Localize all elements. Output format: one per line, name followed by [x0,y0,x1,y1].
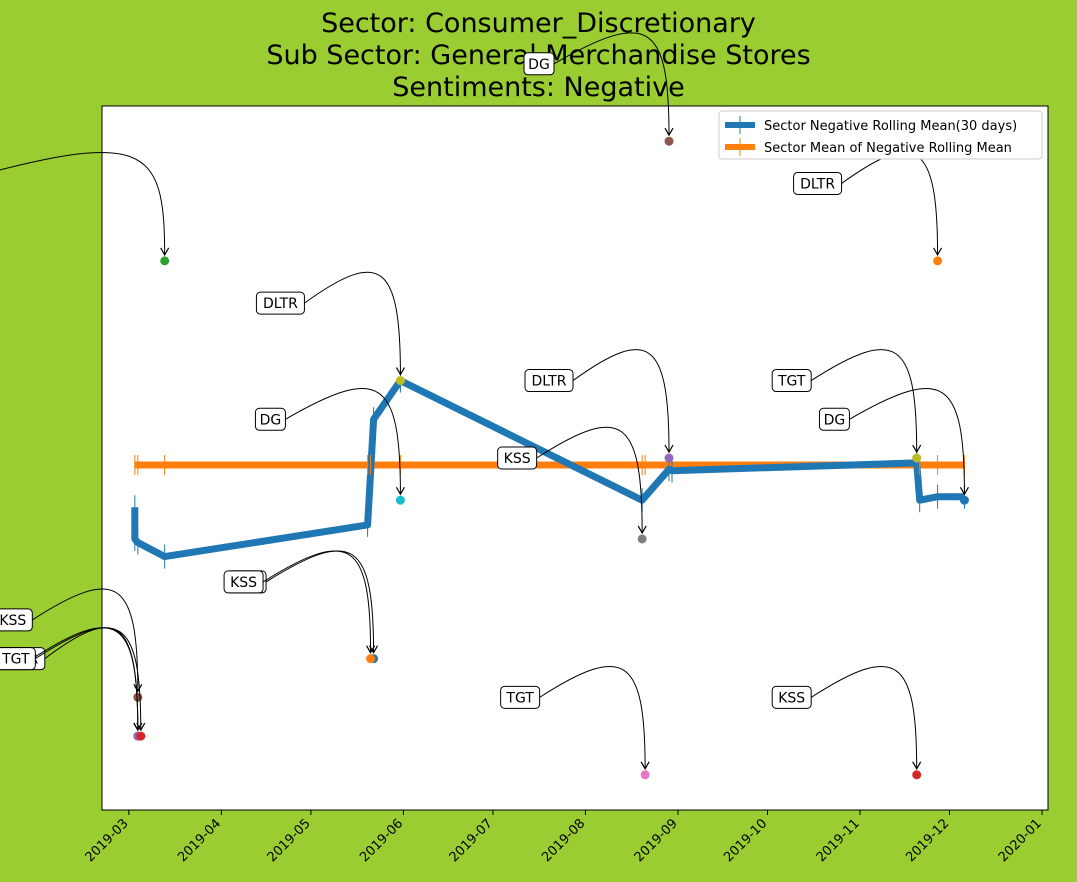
annotation-box-10 [223,570,264,594]
annotation-arrow-13 [32,588,143,693]
annotation-label-8: KSS [504,451,531,467]
annotation-arrow-8 [536,426,647,535]
annotation-label-4: DLTR [532,374,567,390]
x-tick-label-7: 2019-10 [721,816,770,865]
annotation-point-7 [959,495,969,505]
annotation-arrow-10 [262,550,376,654]
annotation-label-6: DG [260,412,282,428]
annotation-point-3 [395,376,405,386]
x-tick-label-1: 2019-04 [175,816,224,865]
annotation-point-16 [136,731,146,741]
annotation-arrow-6 [285,388,405,496]
annotation-point-8 [637,534,647,544]
annotation-point-13 [133,692,143,702]
annotation-point-1 [664,136,674,146]
annotation-arrow-9 [265,550,379,654]
annotation-label-1: DG [528,57,550,73]
legend-label-0: Sector Negative Rolling Mean(30 days) [764,119,1017,134]
annotation-point-2 [933,256,943,266]
annotation-arrow-15 [32,627,143,732]
annotation-point-5 [912,453,922,463]
annotation-box-12 [771,685,812,709]
annotation-box-13 [0,608,33,632]
annotation-box-16 [0,647,36,671]
chart-title-line-1: Sector: Consumer_Discretionary [321,8,756,39]
annotation-arrow-0 [0,151,170,257]
annotation-point-12 [912,770,922,780]
x-tick-label-8: 2019-11 [814,816,863,865]
x-tick-label-3: 2019-06 [357,816,406,865]
x-tick-label-5: 2019-08 [539,816,588,865]
annotation-label-7: DG [824,412,846,428]
annotation-label-16: TGT [1,652,30,668]
annotation-box-6 [254,407,286,431]
annotation-label-2: DLTR [800,176,835,192]
legend-label-1: Sector Mean of Negative Rolling Mean [764,141,1012,156]
annotation-label-5: TGT [777,374,806,390]
legend-frame [718,110,1043,160]
annotation-box-7 [818,407,850,431]
annotation-box-3 [255,291,305,315]
chart-title-line-3: Sentiments: Negative [392,72,685,103]
plot-area [101,105,1049,811]
x-tick-label-2: 2019-05 [265,816,314,865]
x-tick-label-9: 2019-12 [903,816,952,865]
annotation-box-4 [524,369,574,393]
x-tick-label-4: 2019-07 [447,816,496,865]
x-tick-label-6: 2019-09 [632,816,681,865]
annotation-arrow-12 [810,665,922,771]
annotation-arrow-11 [539,665,650,771]
annotation-point-6 [395,495,405,505]
annotation-arrow-3 [304,271,405,376]
annotation-arrow-5 [810,349,922,454]
annotation-label-13: KSS [0,613,26,629]
annotation-box-5 [771,369,812,393]
annotation-arrow-4 [572,349,674,454]
annotation-box-11 [500,685,541,709]
annotation-label-12: KSS [778,690,805,706]
annotation-label-10: KSS [230,575,257,591]
annotation-box-1 [523,52,555,76]
legend: Sector Negative Rolling Mean(30 days) Sec… [718,110,1043,160]
annotation-layer: DGDGDLTRDLTRDLTRTGTDGDGKSSKSSKSSTGTKSSKS… [0,32,969,780]
annotation-label-3: DLTR [263,296,298,312]
x-axis: 2019-03 2019-04 2019-05 2019-06 2019-07 2019-… [83,810,1045,865]
annotation-arrow-1 [553,32,674,137]
annotation-point-4 [664,453,674,463]
annotation-point-11 [640,770,650,780]
annotation-box-8 [497,446,538,470]
annotation-label-11: TGT [505,690,534,706]
annotation-point-10 [366,654,376,664]
x-tick-label-0: 2019-03 [83,816,132,865]
x-tick-label-10: 2020-01 [996,816,1045,865]
annotation-point-0 [160,256,170,266]
annotation-arrow-16 [35,627,146,732]
annotation-box-2 [793,171,843,195]
annotation-arrow-7 [849,388,969,496]
